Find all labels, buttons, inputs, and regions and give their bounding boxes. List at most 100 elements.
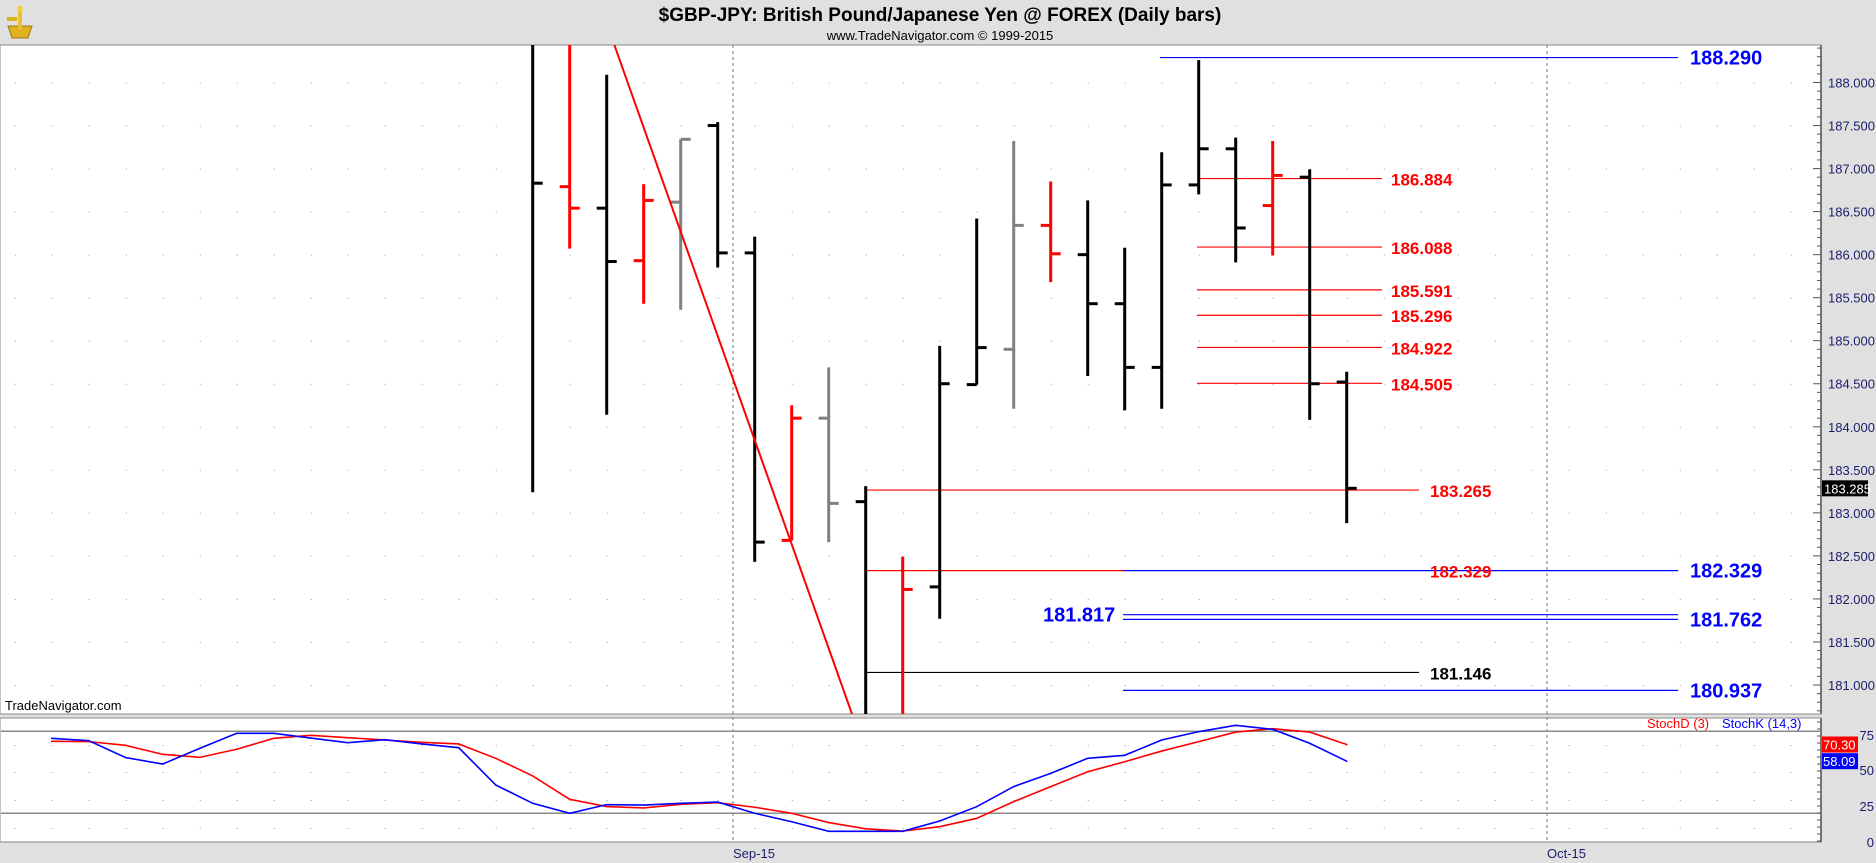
grid-dot — [1642, 254, 1644, 256]
grid-dot — [1087, 383, 1089, 385]
grid-dot — [680, 125, 682, 127]
grid-dot — [458, 512, 460, 514]
grid-dot — [1161, 772, 1163, 773]
grid-dot — [1198, 800, 1200, 801]
stoch-point — [642, 807, 645, 809]
grid-dot — [939, 800, 941, 801]
stoch-point — [1012, 800, 1015, 803]
grid-dot — [1309, 168, 1311, 170]
grid-dot — [1494, 598, 1496, 600]
grid-dot — [1605, 426, 1607, 428]
grid-dot — [1568, 828, 1570, 829]
grid-dot — [310, 800, 312, 801]
grid-dot — [384, 772, 386, 773]
grid-dot — [125, 426, 127, 428]
grid-dot — [1679, 800, 1681, 801]
grid-dot — [1050, 340, 1052, 342]
grid-dot — [347, 254, 349, 256]
grid-dot — [1309, 641, 1311, 643]
grid-dot — [310, 383, 312, 385]
grid-dot — [1753, 772, 1755, 773]
grid-dot — [865, 800, 867, 801]
grid-dot — [606, 772, 608, 773]
grid-dot — [1716, 800, 1718, 801]
grid-dot — [1531, 340, 1533, 342]
grid-dot — [1642, 469, 1644, 471]
grid-dot — [1050, 598, 1052, 600]
grid-dot — [828, 598, 830, 600]
grid-dot — [532, 828, 534, 829]
grid-dot — [717, 800, 719, 801]
grid-dot — [1346, 82, 1348, 84]
grid-dot — [1679, 469, 1681, 471]
grid-dot — [754, 641, 756, 643]
stoch-point — [1086, 770, 1089, 773]
grid-dot — [828, 211, 830, 213]
grid-dot — [125, 598, 127, 600]
grid-dot — [1457, 800, 1459, 801]
grid-dot — [1531, 598, 1533, 600]
grid-dot — [1272, 828, 1274, 829]
grid-dot — [939, 168, 941, 170]
grid-dot — [1494, 297, 1496, 299]
grid-dot — [199, 772, 201, 773]
grid-dot — [495, 426, 497, 428]
grid-dot — [1716, 211, 1718, 213]
grid-dot — [51, 297, 53, 299]
grid-dot — [643, 426, 645, 428]
grid-dot — [1457, 82, 1459, 84]
grid-dot — [310, 211, 312, 213]
grid-dot — [1531, 383, 1533, 385]
grid-dot — [1420, 340, 1422, 342]
stoch-point — [235, 732, 238, 735]
grid-dot — [1605, 254, 1607, 256]
grid-dot — [1013, 82, 1015, 84]
stoch-y-tick-label: 0 — [1867, 835, 1874, 850]
ohlc-bar — [596, 74, 617, 415]
grid-dot — [532, 800, 534, 801]
stoch-point — [235, 748, 238, 751]
grid-dot — [754, 684, 756, 686]
grid-dot — [939, 641, 941, 643]
grid-dot — [939, 772, 941, 773]
grid-dot — [1198, 828, 1200, 829]
grid-dot — [1753, 800, 1755, 801]
grid-dot — [1605, 82, 1607, 84]
grid-dot — [51, 745, 53, 746]
grid-dot — [51, 82, 53, 84]
downtrend-line[interactable] — [613, 44, 853, 714]
grid-dot — [1753, 598, 1755, 600]
grid-dot — [1531, 745, 1533, 746]
grid-dot — [384, 426, 386, 428]
grid-dot — [1346, 800, 1348, 801]
grid-dot — [1309, 684, 1311, 686]
grid-dot — [1124, 772, 1126, 773]
grid-dot — [643, 555, 645, 557]
ohlc-bar — [855, 486, 868, 714]
grid-dot — [273, 254, 275, 256]
grid-dot — [1642, 125, 1644, 127]
ohlc-bar — [1299, 169, 1320, 420]
grid-dot — [532, 745, 534, 746]
grid-dot — [458, 297, 460, 299]
grid-dot — [680, 555, 682, 557]
grid-dot — [125, 340, 127, 342]
grid-dot — [458, 684, 460, 686]
grid-dot — [1383, 772, 1385, 773]
grid-dot — [495, 745, 497, 746]
grid-dot — [754, 745, 756, 746]
stoch-line-d — [51, 727, 1347, 832]
grid-dot — [1346, 598, 1348, 600]
grid-dot — [1753, 684, 1755, 686]
grid-dot — [680, 469, 682, 471]
ohlc-bar — [1188, 60, 1209, 195]
grid-dot — [1753, 383, 1755, 385]
grid-dot — [199, 125, 201, 127]
grid-dot — [1679, 340, 1681, 342]
grid-dot — [495, 254, 497, 256]
grid-dot — [14, 745, 16, 746]
stoch-point — [309, 734, 312, 737]
grid-dot — [643, 828, 645, 829]
grid-dot — [1235, 598, 1237, 600]
grid-dot — [680, 772, 682, 773]
